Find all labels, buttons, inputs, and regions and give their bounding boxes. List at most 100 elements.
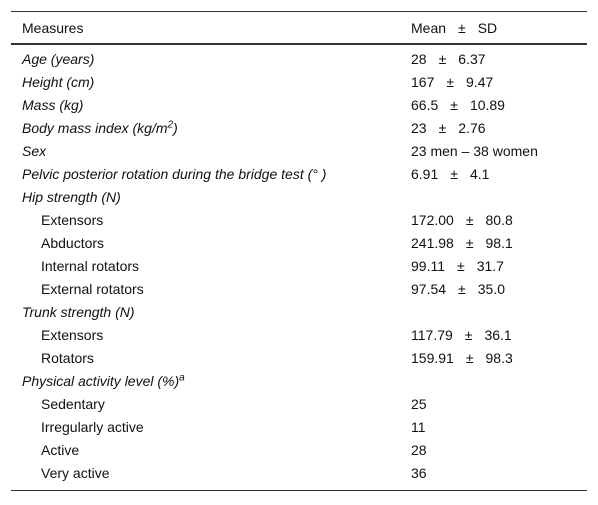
measure-label: Extensors — [41, 326, 104, 343]
sd: 10.89 — [469, 96, 505, 113]
row: External rotators 97.54 ±35.0 — [11, 277, 587, 300]
row: Sedentary 25 — [11, 392, 587, 415]
measure-cell: Age (years) — [11, 44, 411, 70]
value: 11 — [411, 418, 426, 435]
measure-label: Body mass index (kg/m — [22, 119, 168, 136]
header-cell: Measures — [11, 12, 411, 45]
measure-cell: Very active — [11, 461, 411, 484]
value-cell: 11 — [411, 415, 587, 438]
sd: 4.1 — [469, 165, 490, 182]
header: Measures Mean ± SD — [11, 12, 587, 45]
row: Very active 36 — [11, 461, 587, 484]
table-frame: Measures Mean ± SD Age (years) 28 ±6.37 Heigh… — [11, 11, 587, 491]
row: Body mass index (kg/m2) 23 ±2.76 — [11, 116, 587, 139]
row: Abductors 241.98 ±98.1 — [11, 231, 587, 254]
measure-cell: Pelvic posterior rotation during the bri… — [11, 162, 411, 185]
value-cell: 6.91 ±4.1 — [411, 162, 587, 185]
sd: 35.0 — [477, 280, 505, 297]
measure-label: Age (years) — [22, 50, 95, 67]
superscript: 2 — [167, 118, 174, 130]
measure-cell: Active — [11, 438, 411, 461]
sd: 98.3 — [485, 349, 513, 366]
mean: 241.98 — [411, 234, 454, 251]
value: 25 — [411, 395, 427, 412]
value-cell: 117.79 ±36.1 — [411, 323, 587, 346]
measure-label: External rotators — [41, 280, 144, 297]
plus-minus: ± — [457, 257, 465, 274]
mean: 97.54 — [411, 280, 447, 297]
value: 36 — [411, 464, 427, 481]
measure-cell: Extensors — [11, 208, 411, 231]
superscript: a — [179, 371, 185, 383]
measure-label: Sex — [22, 142, 47, 159]
measure-cell: External rotators — [11, 277, 411, 300]
row: Physical activity level (%)a — [11, 369, 587, 392]
header-pm: ± — [458, 19, 466, 36]
mean: 66.5 — [411, 96, 439, 113]
measure-label: Internal rotators — [41, 257, 140, 274]
plus-minus: ± — [446, 73, 455, 90]
value-cell: 66.5 ±10.89 — [411, 93, 587, 116]
value-cell: 28 ±6.37 — [411, 44, 587, 70]
row: Internal rotators 99.11 ±31.7 — [11, 254, 587, 277]
plus-minus: ± — [438, 119, 447, 136]
mean: 117.79 — [411, 326, 453, 343]
header-mean: Mean — [411, 19, 447, 36]
measure-cell: Sedentary — [11, 392, 411, 415]
measure-cell: Height (cm) — [11, 70, 411, 93]
measure-cell: Extensors — [11, 323, 411, 346]
measure-label: Physical activity level (%) — [22, 372, 180, 389]
table: Measures Mean ± SD Age (years) 28 ±6.37 Heigh… — [11, 12, 587, 484]
plus-minus: ± — [458, 280, 466, 297]
measure-label: Height (cm) — [22, 73, 95, 90]
plus-minus: ± — [438, 50, 447, 67]
measure-label: Trunk strength (N) — [22, 303, 135, 320]
value-cell: 25 — [411, 392, 587, 415]
measure-cell: Mass (kg) — [11, 93, 411, 116]
measure-label: Sedentary — [41, 395, 105, 412]
value-cell: 172.00 ±80.8 — [411, 208, 587, 231]
mean: 167 — [411, 73, 435, 90]
mean: 159.91 — [411, 349, 454, 366]
measure-label-end: ) — [173, 119, 178, 136]
sd: 31.7 — [476, 257, 504, 274]
value-cell: 28 — [411, 438, 587, 461]
value-cell — [411, 300, 587, 323]
header-sd: SD — [477, 19, 498, 36]
row: Pelvic posterior rotation during the bri… — [11, 162, 587, 185]
value-cell — [411, 369, 587, 392]
plus-minus: ± — [465, 211, 474, 228]
measure-label: Mass (kg) — [22, 96, 84, 113]
plus-minus: ± — [465, 349, 474, 366]
header-cell: Mean ± SD — [411, 12, 587, 45]
value-cell: 23 men – 38 women — [411, 139, 587, 162]
plus-minus: ± — [465, 234, 474, 251]
mean: 6.91 — [411, 165, 439, 182]
value-cell: 23 ±2.76 — [411, 116, 587, 139]
value-cell: 99.11 ±31.7 — [411, 254, 587, 277]
measure-cell: Physical activity level (%)a — [11, 369, 411, 392]
row: Extensors 117.79 ±36.1 — [11, 323, 587, 346]
sd: 9.47 — [466, 73, 494, 90]
measure-cell: Hip strength (N) — [11, 185, 411, 208]
plus-minus: ± — [450, 96, 458, 113]
value-cell: 167 ±9.47 — [411, 70, 587, 93]
row: Extensors 172.00 ±80.8 — [11, 208, 587, 231]
measure-cell: Abductors — [11, 231, 411, 254]
measure-cell: Internal rotators — [11, 254, 411, 277]
measure-cell: Body mass index (kg/m2) — [11, 116, 411, 139]
measure-label: Abductors — [41, 234, 105, 251]
sd: 36.1 — [484, 326, 512, 343]
plus-minus: ± — [464, 326, 473, 343]
value: 23 men – 38 women — [411, 142, 538, 159]
measure-cell: Trunk strength (N) — [11, 300, 411, 323]
value-cell: 241.98 ±98.1 — [411, 231, 587, 254]
measure-label: Active — [41, 441, 80, 458]
sd: 6.37 — [458, 50, 486, 67]
mean: 99.11 — [411, 257, 445, 274]
mean: 23 — [411, 119, 427, 136]
measure-cell: Sex — [11, 139, 411, 162]
sd: 80.8 — [485, 211, 513, 228]
measure-label: Very active — [41, 464, 110, 481]
